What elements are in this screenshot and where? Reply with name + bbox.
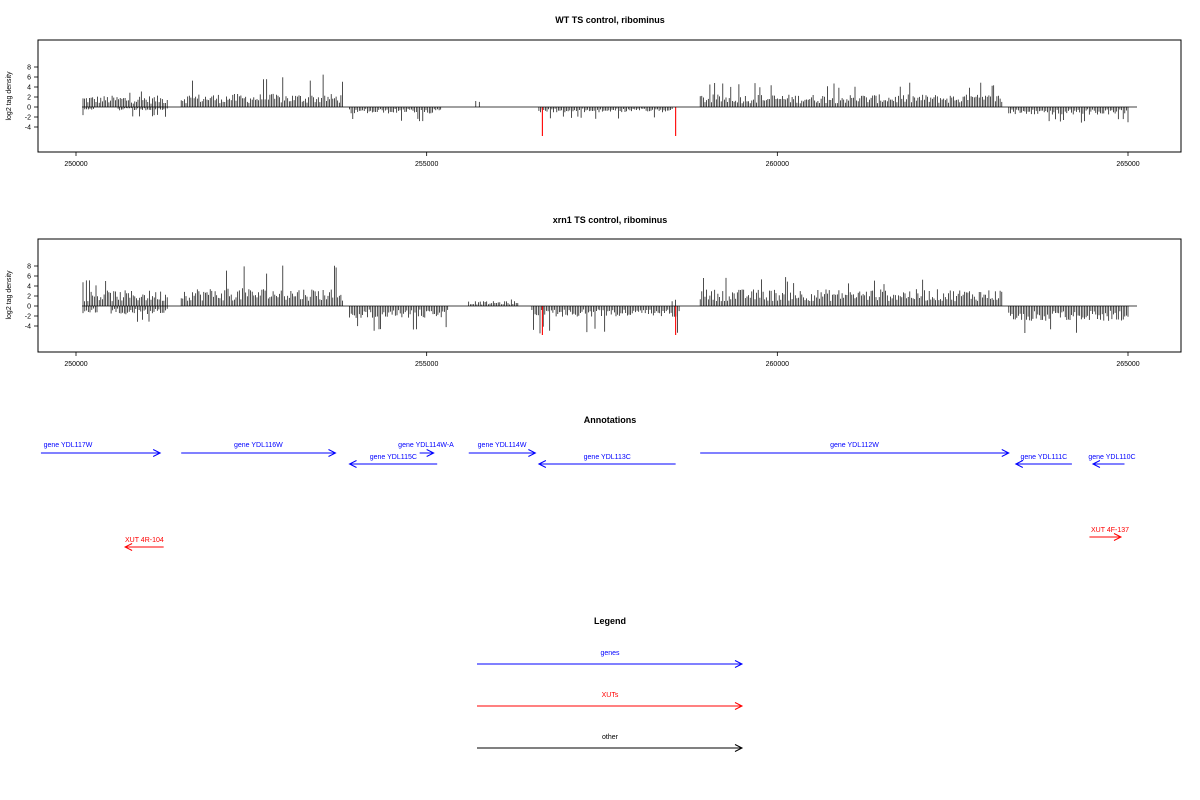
annotation-label: gene YDL114W	[478, 442, 527, 449]
annotation-label: gene YDL111C	[1020, 454, 1067, 461]
legend-arrow-xuts-head	[734, 702, 744, 710]
annotation-label: XUT 4F-137	[1091, 527, 1129, 534]
xrn1-y-tick-label: -2	[25, 314, 31, 321]
wt-x-tick-label: 255000	[415, 161, 438, 168]
annotation-arrow-head	[426, 449, 435, 457]
wt-y-tick-label: 8	[27, 65, 31, 72]
wt-y-tick-label: 4	[27, 85, 31, 92]
wt-y-tick-label: 2	[27, 95, 31, 102]
annotation-arrow-head	[123, 543, 133, 551]
xrn1-x-tick-label: 250000	[64, 361, 87, 368]
annotation-label: gene YDL116W	[234, 442, 283, 449]
annotation-label: gene YDL110C	[1088, 454, 1135, 461]
annotation-label: gene YDL117W	[44, 442, 93, 449]
wt-track-title: WT TS control, ribominus	[555, 15, 665, 25]
annotation-arrow-head	[348, 460, 357, 468]
xrn1-y-axis: -4 -2 0 2 4 6 8	[25, 264, 38, 331]
annotations-title: Annotations	[584, 415, 637, 425]
xrn1-y-axis-label: log2 tag density	[6, 270, 13, 320]
annotation-arrow-head	[1113, 533, 1123, 541]
annotation-arrow-head	[1014, 460, 1024, 468]
wt-x-axis: 250000 255000 260000 265000	[64, 152, 1140, 168]
annotation-arrow-head	[1001, 449, 1010, 457]
legend-label: genes	[600, 650, 620, 657]
legend-label: XUTs	[602, 692, 619, 699]
annotation-arrow-head	[328, 449, 337, 457]
annotation-label: XUT 4R-104	[125, 537, 164, 544]
annotation-label: gene YDL113C	[584, 454, 631, 461]
xrn1-x-tick-label: 260000	[766, 361, 789, 368]
xrn1-y-tick-label: 4	[27, 284, 31, 291]
xrn1-plot-frame	[37, 238, 1182, 353]
wt-y-axis: -4 -2 0 2 4 6 8	[25, 65, 38, 132]
xrn1-track-title: xrn1 TS control, ribominus	[553, 215, 668, 225]
xrn1-x-axis: 250000 255000 260000 265000	[64, 352, 1140, 368]
annotation-features: gene YDL117W gene YDL116W gene YDL114W-A ge…	[40, 442, 1136, 551]
wt-signal-bars	[82, 74, 1129, 136]
annotation-arrow-head	[1091, 460, 1101, 468]
xrn1-y-tick-label: 2	[27, 294, 31, 301]
legend: Legend genes XUTs other	[477, 616, 744, 752]
xrn1-track-panel: xrn1 TS control, ribominus log2 tag dens…	[6, 215, 1182, 368]
annotation-arrow-head	[528, 449, 537, 457]
xrn1-signal-bars	[82, 265, 1129, 335]
legend-title: Legend	[594, 616, 626, 626]
annotation-arrow-head	[537, 460, 547, 468]
wt-x-tick-label: 265000	[1116, 161, 1139, 168]
annotations-track: Annotations gene YDL117W gene YDL116W gene…	[40, 415, 1136, 551]
xrn1-y-tick-label: 0	[27, 304, 31, 311]
annotation-label: gene YDL114W-A	[398, 442, 454, 449]
wt-plot-frame	[37, 39, 1182, 153]
legend-entries: genes XUTs other	[477, 650, 744, 752]
annotation-label: gene YDL112W	[830, 442, 879, 449]
xrn1-y-tick-label: 6	[27, 274, 31, 281]
xrn1-x-tick-label: 265000	[1116, 361, 1139, 368]
wt-y-tick-label: -2	[25, 115, 31, 122]
annotation-label: gene YDL115C	[370, 454, 417, 461]
wt-x-tick-label: 260000	[766, 161, 789, 168]
legend-label: other	[602, 734, 619, 741]
wt-y-axis-label: log2 tag density	[6, 71, 13, 121]
legend-arrow-genes-head	[734, 660, 744, 668]
xrn1-x-tick-label: 255000	[415, 361, 438, 368]
legend-arrow-other-head	[734, 744, 744, 752]
wt-y-tick-label: 0	[27, 105, 31, 112]
wt-x-tick-label: 250000	[64, 161, 87, 168]
wt-track-panel: WT TS control, ribominus log2 tag densit…	[6, 15, 1182, 168]
wt-y-tick-label: -4	[25, 125, 31, 132]
xrn1-y-tick-label: -4	[25, 324, 31, 331]
wt-y-tick-label: 6	[27, 75, 31, 82]
xrn1-y-tick-label: 8	[27, 264, 31, 271]
annotation-arrow-head	[152, 449, 162, 457]
